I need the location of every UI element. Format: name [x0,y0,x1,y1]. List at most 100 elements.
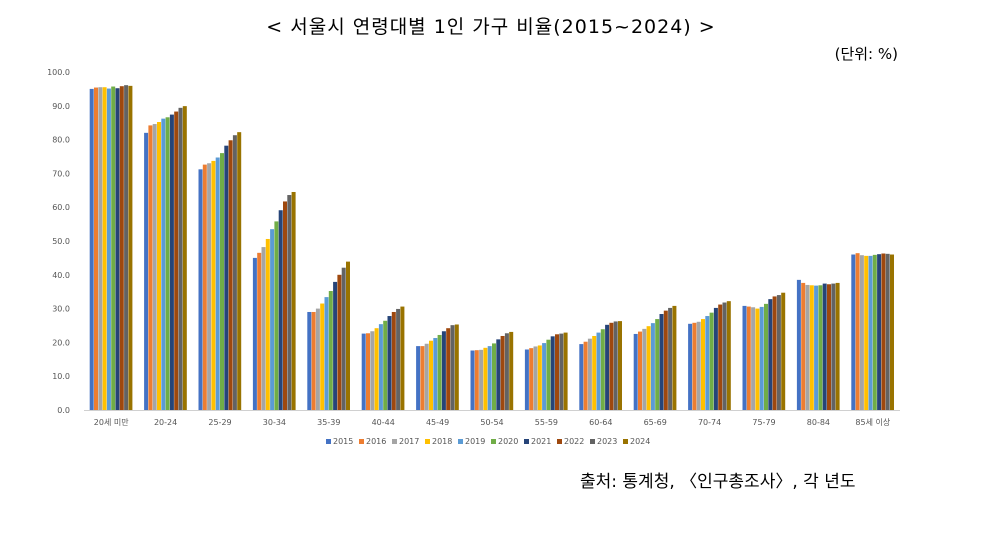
x-category-label: 30-34 [263,418,286,427]
bar-2021 [224,145,229,410]
legend-swatch-2018 [425,439,430,444]
bar-2020 [546,339,551,410]
bar-2023 [613,321,618,410]
legend-label: 2017 [399,437,419,446]
x-category-label: 50-54 [480,418,503,427]
bar-2016 [311,311,316,410]
bar-2024 [182,106,187,410]
bar-2016 [746,306,751,410]
bar-2020 [764,303,768,410]
bar-2015 [524,349,529,410]
bar-2021 [550,336,555,410]
legend-swatch-2022 [557,439,562,444]
bar-2019 [759,306,764,410]
x-category-label: 65-69 [644,418,667,427]
bar-2024 [563,332,568,410]
bar-2017 [479,349,484,410]
bar-2017 [696,321,701,410]
bar-2018 [755,308,760,410]
bar-2016 [148,125,153,411]
bar-2022 [174,111,179,411]
bar-2017 [533,346,538,410]
bar-2017 [207,163,212,410]
bar-2024 [890,254,894,410]
bar-2020 [274,221,279,410]
bar-2024 [509,331,514,410]
bar-2017 [370,331,375,410]
bar-2021 [822,283,827,410]
bar-2019 [161,118,166,410]
bar-2024 [726,301,731,410]
bar-2015 [144,132,149,410]
bar-2023 [668,307,673,410]
legend-label: 2015 [333,437,353,446]
legend-label: 2018 [432,437,452,446]
y-tick-label: 90.0 [52,102,70,111]
bar-2017 [424,343,429,410]
legend-label: 2020 [498,437,518,446]
bar-2022 [500,335,505,410]
bar-2017 [152,124,157,411]
legend-label: 2021 [531,437,551,446]
bar-2022 [446,328,451,410]
bar-2018 [374,328,379,410]
bar-2019 [705,316,710,410]
bar-2024 [128,85,133,411]
legend-label: 2024 [630,437,650,446]
legend-label: 2019 [465,437,485,446]
bar-2022 [663,310,668,410]
bar-2019 [324,297,329,410]
x-category-label: 80-84 [807,418,830,427]
bar-2016 [801,282,806,410]
x-category-label: 85세 이상 [855,417,890,427]
bar-2019 [596,332,601,410]
bar-2015 [796,279,801,410]
bar-2020 [383,320,388,410]
y-tick-label: 20.0 [52,338,70,347]
bar-2022 [283,201,287,410]
bar-2020 [220,153,224,410]
bar-2023 [232,135,237,410]
bar-2019 [487,346,492,410]
y-tick-label: 70.0 [52,169,70,178]
bar-2017 [642,328,647,410]
y-tick-label: 40.0 [52,271,70,280]
bar-2018 [646,326,651,410]
bar-2016 [366,333,370,410]
bar-2018 [211,160,216,410]
bar-2018 [483,347,488,410]
bar-2018 [429,340,433,410]
bar-2017 [805,284,810,410]
legend-swatch-2020 [491,439,496,444]
bar-2018 [864,255,869,410]
legend-swatch-2021 [524,439,529,444]
bar-2015 [742,305,747,410]
x-category-label: 75-79 [752,418,775,427]
bar-2023 [776,295,781,410]
legend-swatch-2017 [392,439,397,444]
bar-2022 [609,322,614,410]
legend-swatch-2019 [458,439,463,444]
x-category-label: 25-29 [208,418,231,427]
bar-2017 [315,308,320,410]
bar-2019 [542,343,547,410]
bar-2016 [202,164,207,410]
bar-2022 [881,253,886,410]
bar-2019 [868,255,873,410]
bar-2024 [618,321,622,410]
bar-2023 [885,253,890,410]
x-category-label: 20-24 [154,418,177,427]
bar-2019 [215,157,220,410]
bar-2022 [772,296,777,410]
bar-2021 [387,316,392,410]
bar-2018 [320,303,325,410]
bar-2022 [228,140,233,410]
bar-2021 [713,307,718,410]
x-category-label: 60-64 [589,418,612,427]
bar-2016 [855,253,860,410]
x-category-label: 40-44 [372,418,395,427]
bar-2020 [437,334,442,410]
bar-2015 [416,346,421,410]
bar-2023 [722,302,727,410]
bar-2015 [633,333,638,410]
